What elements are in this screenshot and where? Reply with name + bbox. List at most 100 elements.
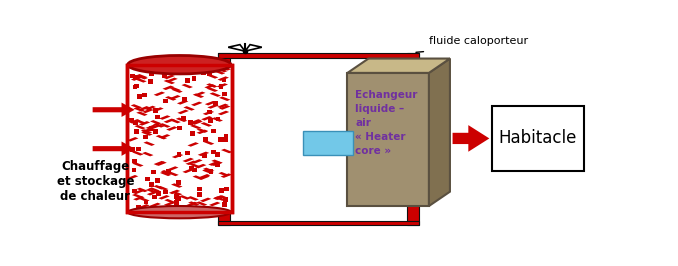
Bar	[492, 106, 584, 171]
Bar	[207, 74, 218, 79]
Bar	[158, 195, 170, 200]
Bar	[182, 84, 193, 88]
Bar	[136, 147, 141, 151]
Bar	[220, 66, 231, 70]
Bar	[135, 120, 146, 124]
Bar	[129, 119, 140, 124]
Bar	[145, 177, 150, 181]
Bar	[214, 196, 226, 201]
Bar	[190, 124, 201, 129]
Ellipse shape	[128, 206, 231, 218]
Bar	[143, 135, 148, 139]
Bar	[176, 118, 187, 122]
Bar	[182, 158, 194, 162]
Bar	[176, 196, 181, 201]
Bar	[219, 105, 231, 110]
Bar	[171, 191, 182, 196]
Bar	[175, 196, 180, 201]
Bar	[203, 111, 214, 115]
Bar	[133, 190, 144, 194]
Bar	[160, 172, 172, 176]
Bar	[195, 164, 207, 168]
Bar	[198, 175, 210, 180]
Bar	[172, 154, 183, 158]
Bar	[187, 196, 199, 201]
Bar	[199, 174, 210, 178]
Bar	[215, 163, 220, 167]
Bar	[153, 185, 165, 189]
Bar	[211, 161, 222, 166]
Bar	[132, 189, 137, 193]
Bar	[192, 76, 197, 81]
Bar	[156, 135, 167, 139]
Bar	[193, 168, 197, 172]
Bar	[142, 109, 154, 113]
Bar	[127, 65, 232, 212]
Bar	[127, 65, 232, 212]
Bar	[156, 191, 161, 196]
Bar	[166, 169, 171, 174]
Polygon shape	[245, 45, 262, 51]
Bar	[166, 126, 178, 131]
Bar	[166, 78, 178, 82]
Bar	[167, 172, 179, 176]
Bar	[163, 86, 174, 90]
Bar	[162, 73, 167, 78]
Bar	[211, 129, 216, 133]
Bar	[163, 75, 175, 79]
Bar	[201, 116, 213, 120]
Bar	[197, 192, 202, 197]
Text: Habitacle: Habitacle	[499, 130, 577, 147]
Bar	[154, 161, 165, 165]
Bar	[186, 161, 197, 165]
Bar	[198, 152, 210, 156]
Bar	[169, 190, 180, 194]
Bar	[153, 108, 158, 113]
Bar	[144, 142, 155, 146]
Bar	[136, 188, 148, 192]
Bar	[215, 152, 220, 157]
Bar	[177, 100, 188, 105]
Bar	[129, 118, 134, 122]
Bar	[202, 169, 214, 174]
Bar	[182, 169, 194, 173]
Bar	[163, 99, 167, 103]
Bar	[179, 195, 191, 200]
Bar	[407, 53, 419, 226]
Bar	[189, 166, 194, 170]
Bar	[190, 119, 201, 124]
Bar	[172, 206, 177, 211]
Bar	[218, 85, 223, 89]
Bar	[148, 126, 153, 131]
Bar	[213, 195, 224, 200]
Bar	[224, 186, 228, 191]
Bar	[218, 53, 230, 226]
Bar	[212, 150, 216, 155]
Bar	[183, 106, 195, 111]
Bar	[152, 107, 163, 112]
Bar	[131, 76, 142, 81]
Bar	[224, 134, 228, 138]
Bar	[191, 102, 203, 106]
Bar	[208, 161, 220, 166]
Bar	[197, 128, 208, 133]
Bar	[188, 201, 199, 206]
Bar	[127, 175, 138, 180]
Bar	[222, 78, 226, 82]
Bar	[207, 88, 218, 92]
Bar	[151, 68, 163, 72]
Bar	[132, 194, 144, 198]
Bar	[214, 70, 225, 74]
Bar	[219, 97, 231, 101]
Bar	[141, 131, 153, 136]
Bar	[132, 168, 136, 172]
Bar	[186, 202, 198, 206]
Bar	[142, 152, 153, 156]
Bar	[170, 119, 181, 123]
Bar	[163, 80, 175, 84]
Bar	[207, 72, 212, 76]
Bar	[155, 115, 159, 119]
Bar	[146, 125, 157, 129]
Bar	[132, 151, 144, 156]
Bar	[142, 93, 147, 97]
